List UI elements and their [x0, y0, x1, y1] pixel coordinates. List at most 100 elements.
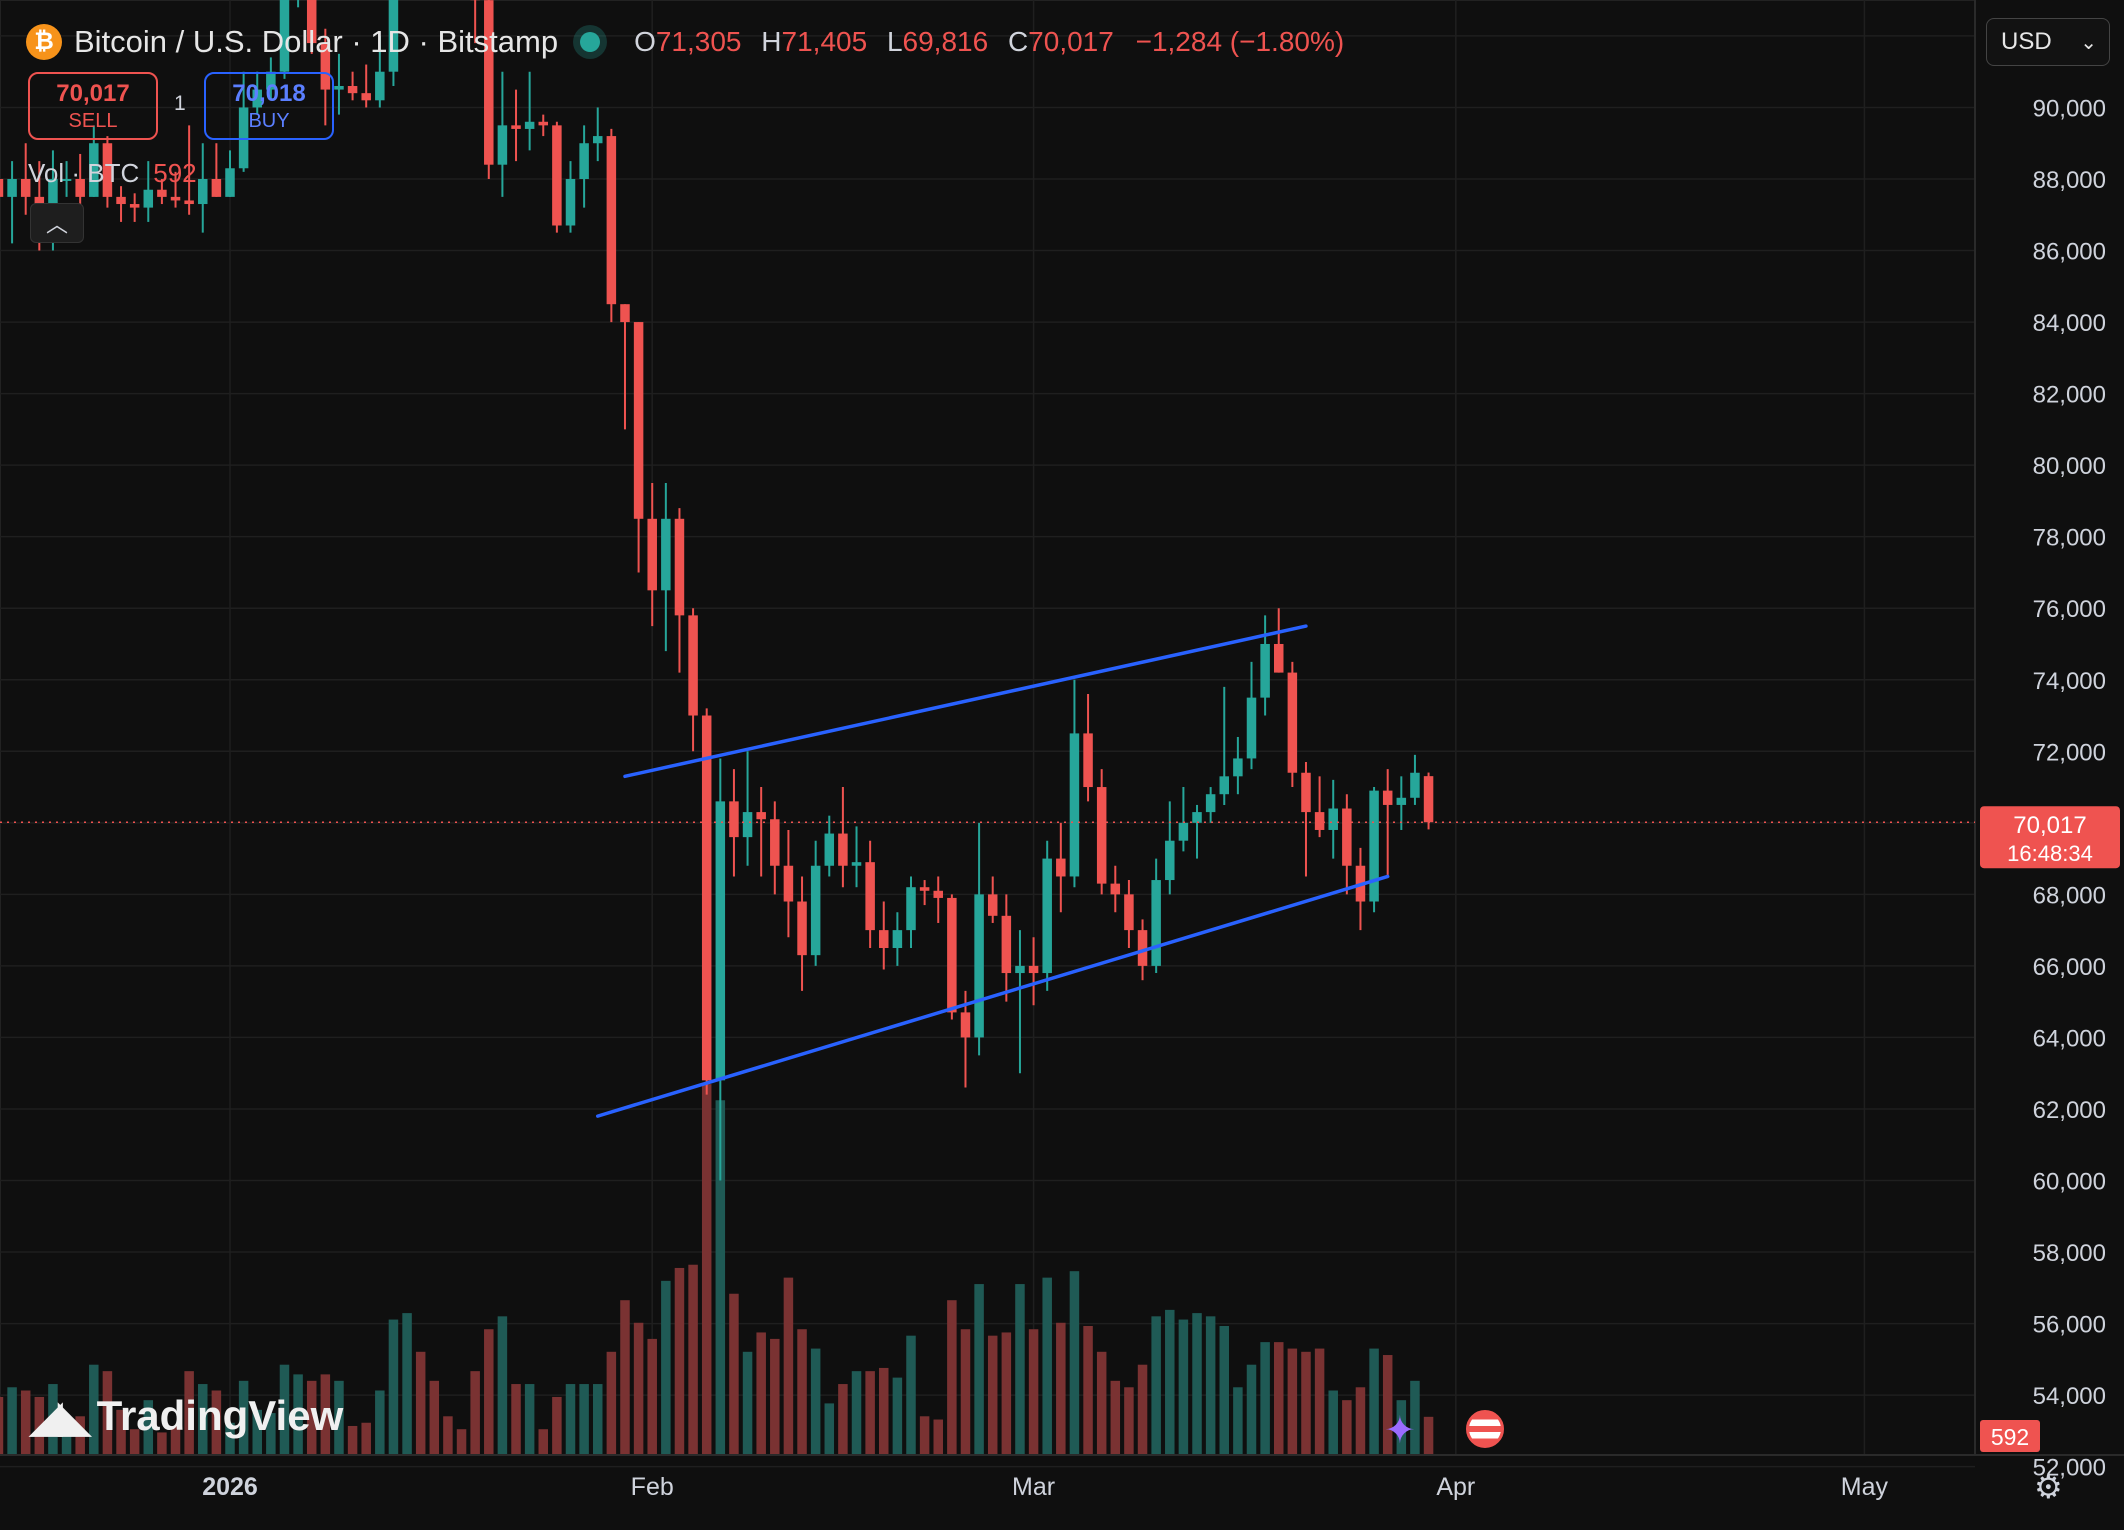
- candle-body: [1219, 776, 1230, 795]
- symbol-title[interactable]: Bitcoin / U.S. Dollar · 1D · Bitstamp: [74, 24, 559, 59]
- trendlines[interactable]: [595, 624, 1390, 1118]
- volume-bar: [661, 1280, 671, 1455]
- market-open-icon: [580, 32, 601, 52]
- tradingview-logo[interactable]: ◢◣ TradingView: [30, 1388, 343, 1444]
- volume-bar: [320, 1374, 331, 1455]
- volume-bar: [198, 1384, 208, 1455]
- volume-bar: [1423, 1416, 1434, 1455]
- candle-body: [375, 71, 385, 101]
- candle-body: [1328, 808, 1338, 830]
- volume-bar: [906, 1335, 916, 1455]
- volume-bar: [415, 1351, 426, 1455]
- candle-body: [919, 887, 930, 891]
- candle-body: [1001, 915, 1012, 974]
- candle-body: [538, 121, 549, 126]
- x-tick-label: May: [1841, 1473, 1889, 1501]
- chart-pane-border: [0, 0, 1976, 1456]
- spread-value: 1: [174, 92, 186, 115]
- volume-bar: [592, 1384, 603, 1455]
- candle-body: [1028, 965, 1039, 974]
- volume-bar: [1096, 1351, 1107, 1455]
- y-tick-label: 64,000: [2033, 1025, 2106, 1052]
- candle-body: [170, 196, 181, 201]
- volume-bar: [61, 1422, 72, 1455]
- volume-bar: [1314, 1348, 1325, 1455]
- candle-body: [524, 121, 535, 129]
- volume-legend[interactable]: Vol · BTC 592: [28, 158, 197, 189]
- candle-body: [157, 189, 167, 197]
- sparkle-icon[interactable]: ✦: [1384, 1410, 1416, 1452]
- tradingview-logo-text: TradingView: [96, 1392, 344, 1439]
- candle-body: [388, 0, 399, 72]
- y-tick-label: 90,000: [2033, 95, 2106, 122]
- y-tick-label: 82,000: [2033, 382, 2106, 409]
- candle-body: [252, 89, 262, 108]
- volume-legend-label: Vol · BTC: [28, 158, 140, 188]
- candle-body: [742, 812, 753, 838]
- volume-bar: [402, 1313, 412, 1455]
- volume-label: 592: [1991, 1424, 2029, 1450]
- y-tick-label: 54,000: [2033, 1383, 2106, 1410]
- candle-body: [184, 200, 194, 205]
- volume-bar: [947, 1300, 957, 1455]
- candle-body: [1382, 790, 1393, 805]
- candle-body: [783, 865, 794, 902]
- volume-bar: [0, 1396, 4, 1455]
- candle-body: [225, 168, 235, 197]
- settings-icon[interactable]: ⚙: [2034, 1469, 2063, 1505]
- candle-body: [960, 1012, 971, 1038]
- volume-bar: [1355, 1387, 1366, 1455]
- volume-bar: [102, 1371, 113, 1455]
- candle-body: [116, 196, 126, 205]
- volume-bar: [606, 1351, 617, 1455]
- sell-label: SELL: [68, 110, 118, 132]
- candle-body: [1178, 822, 1189, 841]
- sell-button[interactable]: 70,017 SELL: [28, 72, 158, 140]
- candle-body: [1015, 965, 1025, 974]
- volume-bar: [157, 1432, 167, 1455]
- open-label: O: [634, 26, 656, 57]
- candle-body: [7, 179, 17, 197]
- volume-bar: [293, 1374, 303, 1455]
- volume-bar: [851, 1371, 862, 1455]
- y-tick-label: 58,000: [2033, 1240, 2106, 1267]
- volume-bar: [524, 1384, 535, 1455]
- volume-legend-value: 592: [153, 158, 197, 188]
- close-value: 70,017: [1028, 26, 1114, 57]
- close-label: C: [1007, 26, 1029, 57]
- x-tick-label: 2026: [202, 1473, 258, 1501]
- candle-body: [879, 930, 889, 949]
- candle-body: [1137, 930, 1148, 966]
- grid: [0, 0, 1976, 1468]
- volume-bar: [879, 1367, 889, 1455]
- buy-button[interactable]: 70,018 BUY: [204, 72, 334, 140]
- volume-bar: [1328, 1390, 1338, 1455]
- us-flag-icon[interactable]: [1466, 1410, 1504, 1448]
- volume-bar: [824, 1403, 835, 1455]
- y-tick-label: 68,000: [2033, 882, 2106, 909]
- y-tick-label: 78,000: [2033, 525, 2106, 552]
- candle-body: [797, 901, 807, 956]
- candle-body: [89, 143, 99, 197]
- volume-bar: [1410, 1380, 1420, 1455]
- volume-bar: [1273, 1342, 1284, 1455]
- buy-label: BUY: [248, 110, 290, 132]
- collapse-legend-button[interactable]: ︿: [30, 203, 84, 243]
- volume-bar: [797, 1329, 807, 1455]
- currency-select[interactable]: USD ⌄: [1986, 18, 2110, 66]
- volume-bar: [1124, 1387, 1134, 1455]
- ohlc-values: O71,305 H71,405 L69,816 C70,017 −1,284 (…: [622, 26, 1344, 58]
- candle-body: [306, 0, 317, 44]
- candle-body: [1110, 883, 1121, 895]
- volume-bar: [306, 1380, 317, 1455]
- volume-bar: [116, 1409, 126, 1455]
- chevron-down-icon: ⌄: [2080, 32, 2097, 54]
- candle-body: [211, 179, 222, 197]
- volume-bar: [633, 1322, 644, 1455]
- candle-body: [1273, 643, 1284, 673]
- volume-bar: [184, 1371, 194, 1455]
- volume-bar: [742, 1351, 753, 1455]
- volume-bar: [674, 1267, 685, 1455]
- volume-bar: [1042, 1277, 1052, 1455]
